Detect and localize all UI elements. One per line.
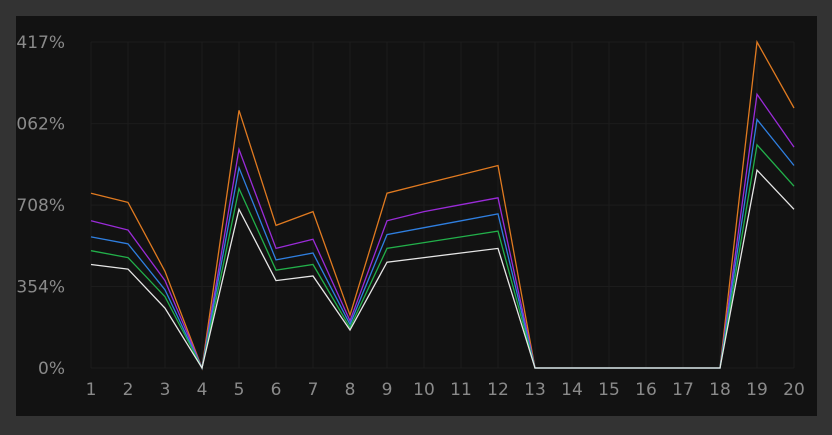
series-lines [90,39,795,371]
y-tick-label: 1062% [16,115,65,135]
series-line-2 [90,92,795,371]
grid [90,41,795,369]
x-tick-label: 5 [234,380,245,400]
series-line-4 [90,143,795,370]
series-line-3 [90,117,795,371]
series-line-5 [90,168,795,370]
chart-panel: 0%354%708%1062%1417% 1234567891011121314… [16,16,817,416]
y-tick-label: 354% [16,278,65,298]
x-tick-label: 7 [308,380,319,400]
x-tick-label: 15 [598,380,620,400]
x-tick-label: 20 [783,380,805,400]
line-chart: 0%354%708%1062%1417% 1234567891011121314… [16,33,805,400]
x-tick-label: 12 [487,380,509,400]
x-tick-label: 14 [561,380,583,400]
x-tick-label: 10 [413,380,435,400]
x-tick-label: 2 [123,380,134,400]
x-tick-label: 4 [197,380,208,400]
x-tick-label: 13 [524,380,546,400]
x-tick-label: 19 [746,380,768,400]
x-tick-label: 18 [709,380,731,400]
x-tick-label: 11 [450,380,472,400]
x-tick-label: 9 [382,380,393,400]
y-axis-ticks: 0% 354% 708% 1062% 1417% [16,33,65,379]
x-tick-label: 16 [635,380,657,400]
x-tick-label: 6 [271,380,282,400]
x-tick-label: 1 [86,380,97,400]
x-tick-label: 17 [672,380,694,400]
y-tick-label: 1417% [16,33,65,53]
y-tick-label: 0% [38,359,65,379]
x-tick-label: 3 [160,380,171,400]
x-axis-ticks: 1 2 3 4 5 6 7 8 9 10 11 12 13 14 15 16 17 18 19 20 [86,380,805,400]
x-tick-label: 8 [345,380,356,400]
y-tick-label: 708% [16,196,65,216]
